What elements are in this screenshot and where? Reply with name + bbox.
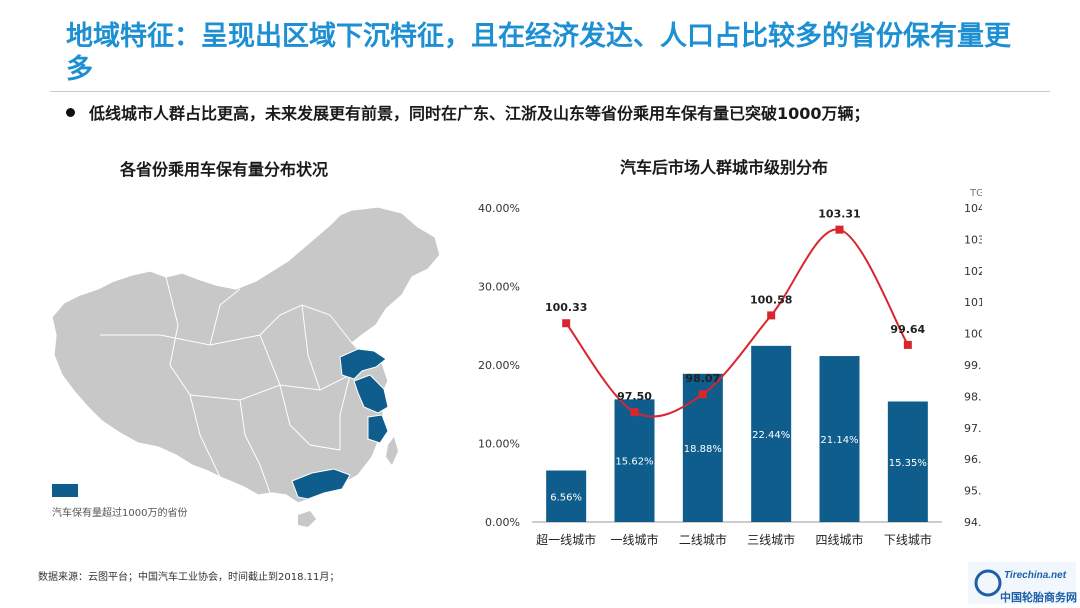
bar-data-label: 21.14% xyxy=(820,435,858,446)
map-zhejiang xyxy=(367,414,389,444)
watermark-logo: Tirechina.net xyxy=(968,562,1076,604)
page-title: 地域特征：呈现出区域下沉特征，且在经济发达、人口占比较多的省份保有量更多 xyxy=(66,21,1011,85)
y-left-tick-label: 20.00% xyxy=(478,359,520,372)
bar xyxy=(887,401,928,522)
bar-data-label: 15.62% xyxy=(615,457,653,468)
tgi-data-label: 103.31 xyxy=(818,208,860,221)
bar xyxy=(546,470,587,522)
bullet-text: 低线城市人群占比更高，未来发展更有前景，同时在广东、江浙及山东等省份乘用车保有量… xyxy=(89,104,870,123)
y-right-tick-label: 104.00 xyxy=(964,202,982,215)
data-source: 数据来源：云图平台；中国汽车工业协会，时间截止到2018.11月； xyxy=(38,572,340,583)
bar xyxy=(751,345,792,522)
tgi-data-label: 97.50 xyxy=(617,390,652,403)
tgi-point xyxy=(767,311,776,320)
title-divider xyxy=(50,91,1050,92)
city-level-chart: 0.00% 10.00% 20.00% 30.00% 40.00% 94.00 95.00 9… xyxy=(478,188,982,547)
chart-title: 汽车后市场人群城市级别分布 xyxy=(620,158,829,177)
y-left-tick-label: 0.00% xyxy=(485,516,520,529)
bullet-dot-icon xyxy=(66,108,75,117)
y-right-tick-label: 98.00 xyxy=(964,390,982,403)
y-left-tick-label: 30.00% xyxy=(478,281,520,294)
x-tick-label: 三线城市 xyxy=(747,532,795,547)
bar xyxy=(819,356,860,522)
y-right-tick-label: 99.00 xyxy=(964,359,982,372)
x-tick-label: 下线城市 xyxy=(884,532,932,547)
map-legend-swatch xyxy=(52,484,78,497)
map-title: 各省份乘用车保有量分布状况 xyxy=(120,160,329,179)
tgi-point xyxy=(562,319,571,328)
y-right-axis-title: TGI xyxy=(969,188,982,199)
china-map xyxy=(51,206,441,527)
y-right-tick-label: 97.00 xyxy=(964,422,982,435)
y-right-tick-label: 95.00 xyxy=(964,485,982,498)
x-tick-label: 超一线城市 xyxy=(536,532,596,547)
map-jiangsu xyxy=(353,374,389,414)
bar-data-label: 18.88% xyxy=(684,444,722,455)
y-right-tick-label: 102.00 xyxy=(964,265,982,278)
bullet-point: 低线城市人群占比更高，未来发展更有前景，同时在广东、江浙及山东等省份乘用车保有量… xyxy=(66,100,870,124)
y-left-tick-label: 40.00% xyxy=(478,202,520,215)
x-tick-label: 二线城市 xyxy=(679,532,727,547)
logo-text: 中国轮胎商务网 xyxy=(1000,591,1077,604)
tgi-data-label: 100.58 xyxy=(750,293,792,306)
map-shandong xyxy=(339,348,387,380)
logo-mark-text: Tirechina.net xyxy=(1004,570,1067,581)
x-tick-label: 四线城市 xyxy=(815,532,863,547)
map-taiwan xyxy=(386,437,398,465)
x-tick-label: 一线城市 xyxy=(610,532,658,547)
y-left-tick-label: 10.00% xyxy=(478,438,520,451)
province-borders xyxy=(100,276,353,494)
bar-data-label: 6.56% xyxy=(550,492,582,503)
tgi-point xyxy=(630,408,639,417)
map-legend-label: 汽车保有量超过1000万的省份 xyxy=(52,508,188,519)
bar-data-label: 22.44% xyxy=(752,430,790,441)
y-right-tick-label: 101.00 xyxy=(964,296,982,309)
map-guangdong xyxy=(291,468,351,500)
bar-data-label: 15.35% xyxy=(889,458,927,469)
y-right-tick-label: 100.00 xyxy=(964,328,982,341)
map-hainan xyxy=(298,511,316,527)
tgi-data-label: 100.33 xyxy=(545,301,587,314)
tgi-point xyxy=(903,340,912,349)
tgi-data-label: 98.07 xyxy=(685,372,720,385)
tgi-point xyxy=(835,225,844,234)
bar xyxy=(682,373,723,522)
bar xyxy=(614,399,655,522)
y-right-tick-label: 96.00 xyxy=(964,453,982,466)
tgi-line xyxy=(565,228,909,418)
tgi-point xyxy=(698,390,707,399)
y-right-tick-label: 103.00 xyxy=(964,233,982,246)
tgi-data-label: 99.64 xyxy=(890,323,925,336)
y-right-tick-label: 94.00 xyxy=(964,516,982,529)
map-landmass xyxy=(51,206,441,504)
